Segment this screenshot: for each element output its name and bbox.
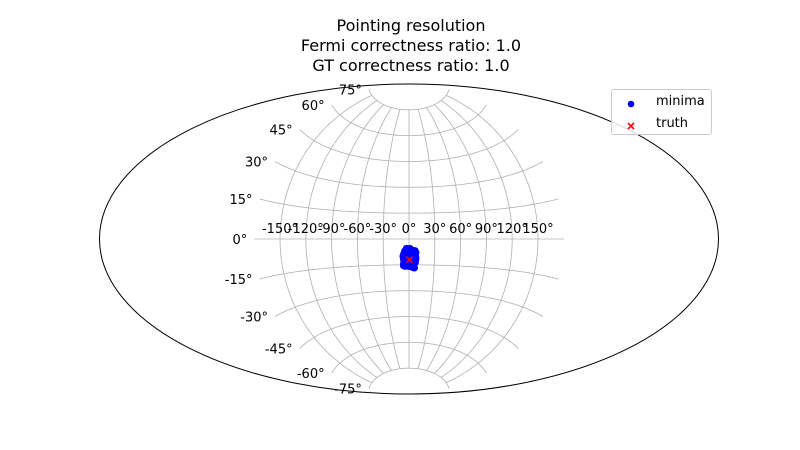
y-tick-labels: -75° -60° -45° -30° -15° 0° 15° 30° 45° 60° 75° (225, 83, 362, 397)
legend-label-minima: minima (656, 94, 705, 109)
parallel-line (368, 367, 450, 389)
x-tick-label: -120° (288, 222, 324, 237)
y-tick-label: -45° (265, 343, 293, 358)
x-tick-labels: -150°-120°-90°-60°-30° 0° 30° 60° 90°120°150… (262, 222, 554, 237)
x-tick-label: 90° (475, 222, 498, 237)
legend: minima truth (611, 89, 712, 135)
point-minima (408, 252, 416, 260)
chart-subtitle-fermi: Fermi correctness ratio: 1.0 (300, 36, 522, 55)
grid-lines (254, 89, 564, 389)
y-tick-label: -15° (225, 273, 253, 288)
legend-marker-minima (627, 100, 635, 108)
legend-marker-truth (627, 122, 635, 130)
parallel-line (331, 104, 487, 137)
parallel-line (274, 290, 544, 317)
scatter-points (399, 244, 420, 272)
y-tick-label: 45° (270, 123, 293, 138)
x-tick-label: -30° (369, 222, 397, 237)
chart-title: Pointing resolution Fermi correctness ra… (0, 16, 800, 76)
projection-outline (99, 83, 719, 395)
chart-title-main: Pointing resolution (336, 16, 486, 35)
legend-entry-truth: truth (612, 114, 711, 134)
x-tick-label: 150° (522, 222, 553, 237)
y-tick-label: 75° (339, 83, 362, 98)
chart-subtitle-gt: GT correctness ratio: 1.0 (312, 56, 510, 75)
point-truth (405, 256, 413, 264)
parallel-line (274, 161, 544, 188)
x-tick-label: 0° (402, 222, 417, 237)
x-tick-label: -60° (344, 222, 372, 237)
x-tick-label: -150° (262, 222, 298, 237)
parallel-line (299, 316, 519, 349)
point-minima (410, 264, 419, 272)
x-tick-label: 60° (449, 222, 472, 237)
y-tick-label: -75° (334, 383, 362, 398)
y-tick-label: 30° (245, 156, 268, 171)
y-tick-label: 15° (229, 193, 252, 208)
y-tick-label: -60° (297, 367, 325, 382)
parallel-line (368, 89, 450, 111)
parallel-line (259, 198, 559, 214)
y-tick-label: 0° (233, 233, 248, 248)
legend-label-truth: truth (656, 116, 689, 131)
y-tick-label: -30° (240, 311, 268, 326)
x-tick-label: -90° (318, 222, 346, 237)
parallel-line (299, 129, 519, 162)
y-tick-label: 60° (302, 99, 325, 114)
legend-entry-minima: minima (612, 92, 711, 112)
x-tick-label: 30° (423, 222, 446, 237)
parallel-line (331, 341, 487, 374)
x-tick-label: 120° (497, 222, 528, 237)
